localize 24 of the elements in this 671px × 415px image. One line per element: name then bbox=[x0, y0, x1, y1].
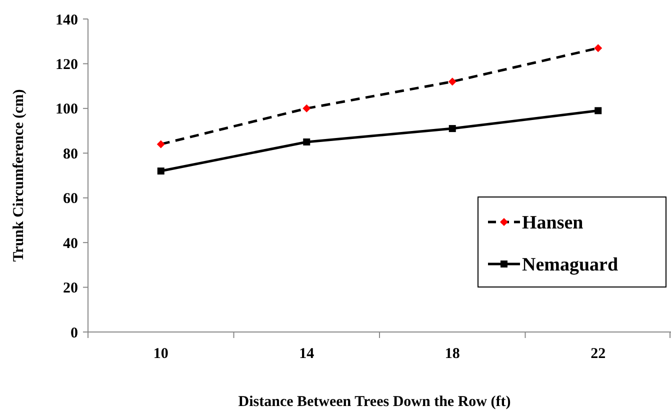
y-tick-label: 80 bbox=[63, 146, 78, 162]
y-tick-label: 120 bbox=[56, 56, 78, 73]
x-tick-label: 14 bbox=[299, 346, 315, 362]
y-axis-title: Trunk Circumference (cm) bbox=[11, 89, 27, 262]
point bbox=[594, 44, 602, 52]
point bbox=[448, 125, 456, 132]
y-tick-label: 100 bbox=[56, 102, 78, 118]
point bbox=[157, 168, 164, 175]
point bbox=[303, 138, 310, 146]
point bbox=[156, 140, 165, 148]
legend-label: Nemaguard bbox=[522, 254, 618, 276]
y-tick-label: 60 bbox=[63, 191, 78, 208]
point bbox=[594, 107, 602, 114]
x-axis-title: Distance Between Trees Down the Row (ft) bbox=[238, 394, 511, 410]
x-tick-label: 10 bbox=[153, 346, 168, 362]
x-tick-label: 18 bbox=[444, 346, 460, 362]
point bbox=[448, 78, 456, 86]
x-tick-label: 22 bbox=[590, 346, 606, 362]
y-tick-label: 20 bbox=[63, 280, 78, 297]
point bbox=[302, 104, 311, 112]
y-tick-label: 40 bbox=[63, 236, 78, 252]
y-tick-label: 0 bbox=[70, 325, 78, 342]
y-tick-label: 140 bbox=[56, 12, 78, 28]
legend-label: Hansen bbox=[522, 212, 584, 234]
